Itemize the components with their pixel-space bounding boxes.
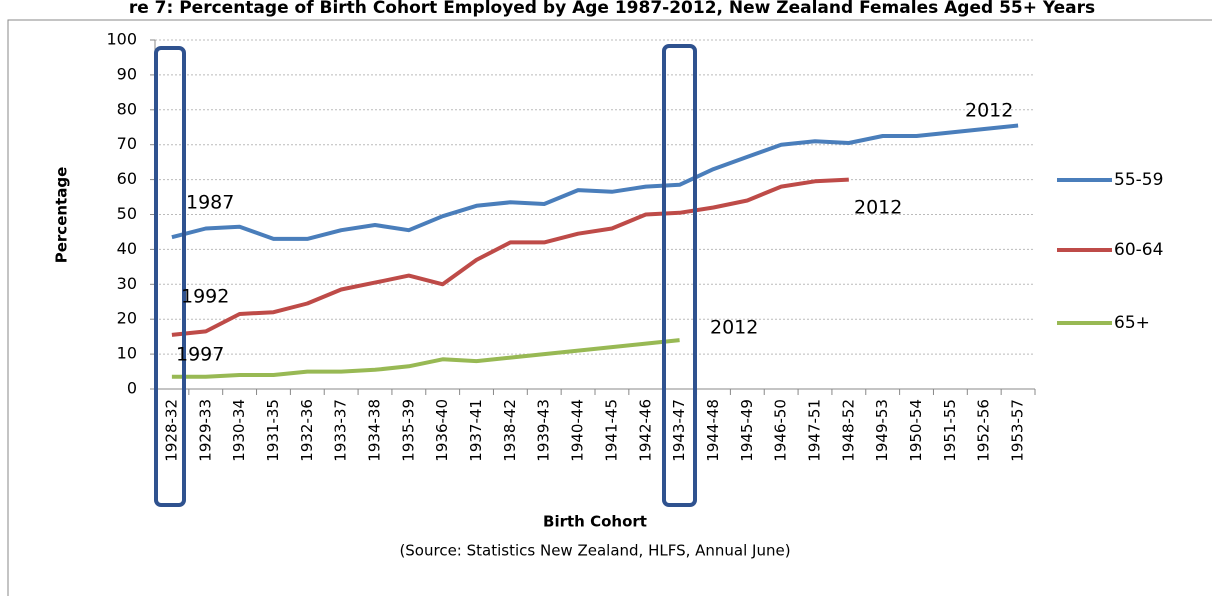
y-tick-label: 70 [117, 134, 137, 153]
y-tick-label: 30 [117, 274, 137, 293]
y-tick-label: 100 [106, 30, 137, 49]
x-tick-label: 1930-34 [230, 399, 248, 462]
x-tick-label: 1953-57 [1009, 399, 1027, 462]
y-tick-label: 50 [117, 204, 137, 223]
y-tick-label: 40 [117, 239, 137, 258]
x-tick-label: 1950-54 [907, 399, 925, 462]
y-axis-label: Percentage [53, 167, 71, 264]
annotation: 1992 [181, 286, 229, 308]
y-tick-label: 90 [117, 64, 137, 83]
series-line [171, 177, 849, 337]
legend-label: 60-64 [1114, 240, 1163, 260]
x-tick-label: 1946-50 [772, 399, 790, 462]
annotation: 2012 [710, 317, 758, 339]
x-tick-label: 1945-49 [738, 399, 756, 462]
x-tick-label: 1948-52 [839, 399, 857, 462]
chart-title: re 7: Percentage of Birth Cohort Employe… [129, 0, 1095, 18]
legend-label: 65+ [1114, 313, 1150, 333]
annotation: 2012 [854, 197, 902, 219]
x-tick-label: 1939-43 [535, 399, 553, 462]
annotation: 1987 [186, 192, 234, 214]
highlight-box [662, 44, 697, 507]
y-tick-label: 10 [117, 344, 137, 363]
y-tick-label: 0 [127, 379, 137, 398]
x-tick-label: 1934-38 [366, 399, 384, 462]
x-tick-label: 1952-56 [975, 399, 993, 462]
x-tick-label: 1947-51 [806, 399, 824, 462]
grid: 0 10 20 30 40 50 60 70 80 90 100 1928-32 1929-33 1930… [106, 30, 1036, 462]
x-tick-label: 1928-32 [162, 399, 180, 462]
x-tick-label: 1937-41 [467, 399, 485, 462]
x-tick-label: 1940-44 [569, 399, 587, 462]
annotation: 1997 [176, 344, 224, 366]
highlight-box [154, 46, 186, 507]
annotation: 2012 [965, 100, 1013, 122]
plot [171, 123, 1019, 379]
x-tick-label: 1951-55 [941, 399, 959, 462]
x-tick-label: 1941-45 [602, 399, 620, 462]
x-axis-label: Birth Cohort [543, 513, 647, 531]
chart-frame [7, 19, 1212, 596]
legend-label: 55-59 [1114, 170, 1163, 190]
x-tick-label: 1935-39 [399, 399, 417, 462]
x-tick-label: 1929-33 [196, 399, 214, 462]
series-line [171, 123, 1019, 241]
x-tick-label: 1949-53 [873, 399, 891, 462]
y-tick-label: 60 [117, 169, 137, 188]
x-tick-label: 1936-40 [433, 399, 451, 462]
y-tick-label: 80 [117, 99, 137, 118]
x-tick-label: 1944-48 [704, 399, 722, 462]
x-tick-label: 1943-47 [670, 399, 688, 462]
x-tick-label: 1931-35 [264, 399, 282, 462]
series-line [171, 338, 680, 379]
x-tick-label: 1942-46 [636, 399, 654, 462]
x-tick-label: 1932-36 [298, 399, 316, 462]
y-tick-label: 20 [117, 309, 137, 328]
x-tick-label: 1933-37 [332, 399, 350, 462]
x-tick-label: 1938-42 [501, 399, 519, 462]
source-note: (Source: Statistics New Zealand, HLFS, A… [399, 542, 790, 560]
